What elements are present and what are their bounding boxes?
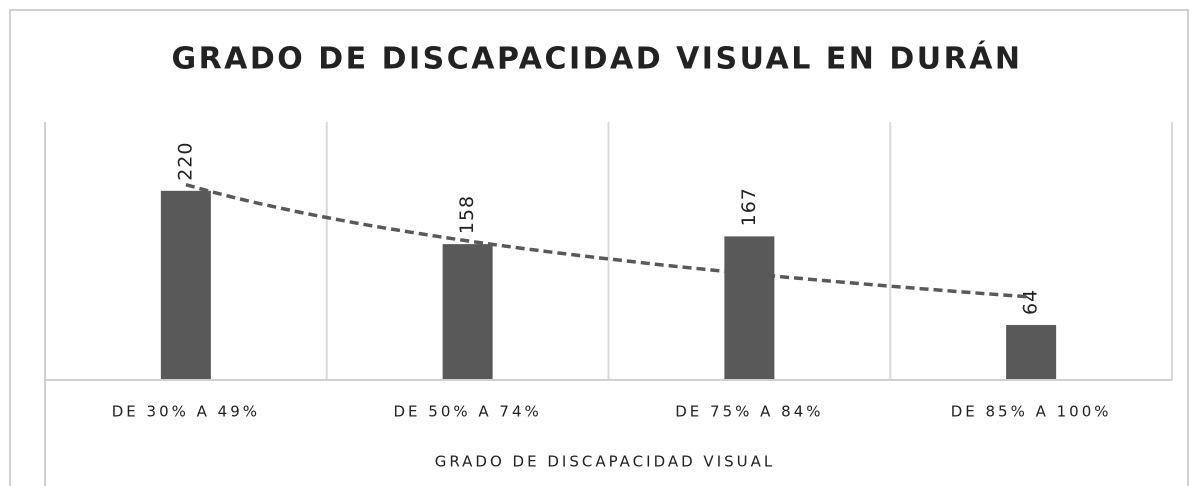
chart-frame: [9, 9, 1189, 486]
bar: [1006, 324, 1057, 380]
data-label: 220: [174, 142, 196, 181]
x-tick-label: DE 85% A 100%: [951, 403, 1112, 421]
x-tick-label: DE 30% A 49%: [112, 403, 260, 421]
bar: [160, 190, 211, 380]
data-label: 167: [738, 187, 760, 226]
x-axis-title: GRADO DE DISCAPACIDAD VISUAL: [435, 453, 776, 471]
bar: [724, 236, 775, 380]
data-label: 158: [456, 195, 478, 234]
trendline: [185, 183, 1032, 299]
bar: [442, 244, 493, 380]
data-label: 64: [1020, 289, 1042, 315]
chart-title: GRADO DE DISCAPACIDAD VISUAL EN DURÁN: [171, 41, 1022, 77]
x-tick-label: DE 75% A 84%: [675, 403, 823, 421]
x-tick-label: DE 50% A 74%: [393, 403, 541, 421]
